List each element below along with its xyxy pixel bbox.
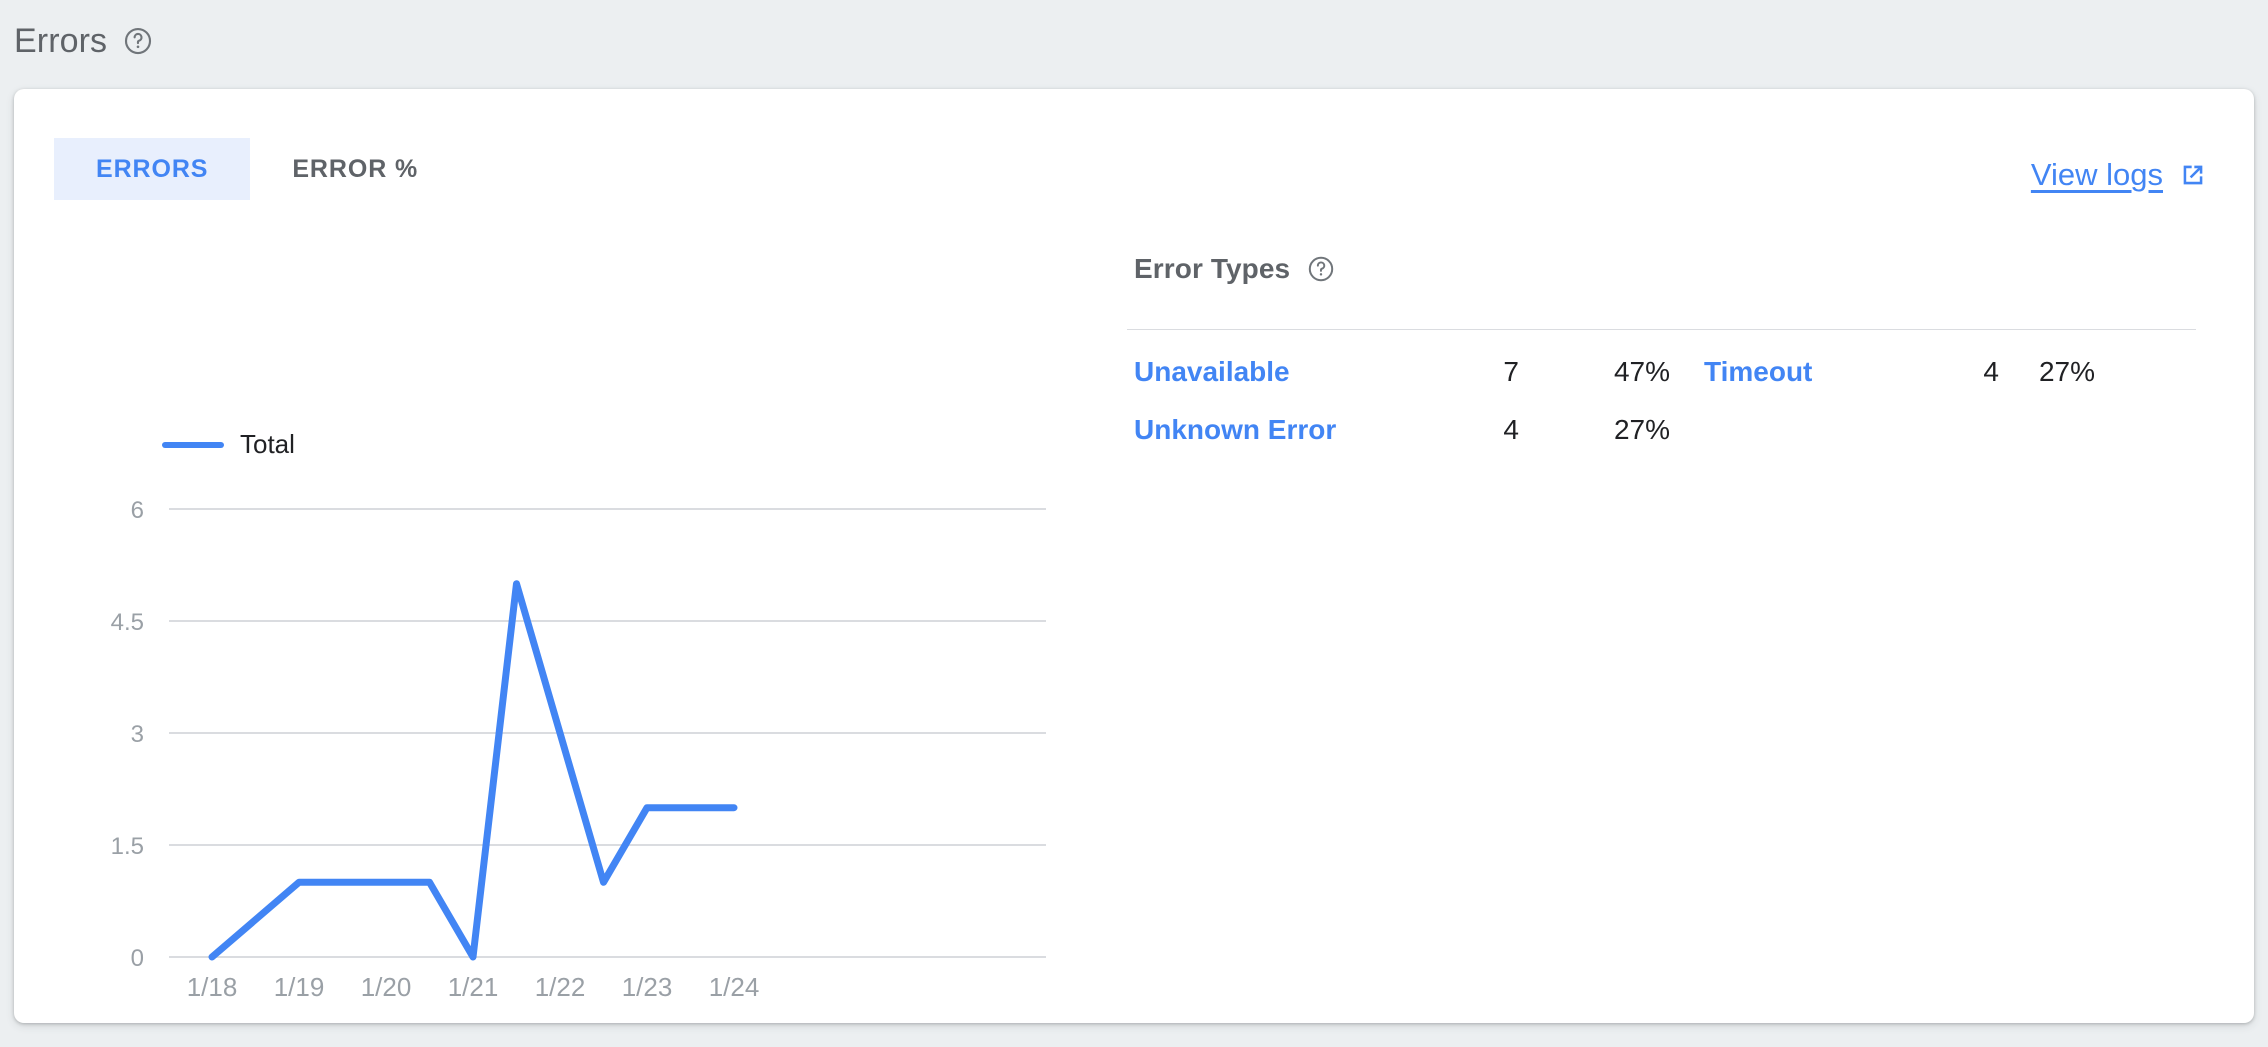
error-type-count: 4 [1503,414,1519,445]
card-toolbar: ERRORS ERROR % View logs [14,89,2254,239]
xtick-4: 1/22 [535,972,586,1002]
error-types-grid: Unavailable 7 47% Timeout 4 27% Unknown … [1127,356,2202,446]
tab-error-percent[interactable]: ERROR % [250,138,460,200]
chart-series-total [208,580,738,961]
error-types-title: Error Types [1134,253,1291,284]
error-type-link[interactable]: Timeout [1704,356,1813,387]
tab-errors[interactable]: ERRORS [54,138,251,200]
help-circle-icon[interactable] [1306,254,1336,284]
error-type-pct: 27% [2038,356,2095,387]
xtick-1: 1/19 [274,972,325,1002]
ytick-4-5: 4.5 [111,609,144,636]
ytick-3: 3 [131,721,144,748]
error-types-header: Error Types [1127,239,2202,299]
page-header: Errors [0,0,2268,82]
chart-y-axis: 6 4.5 3 1.5 0 [111,497,144,972]
ytick-6: 6 [131,497,144,524]
view-logs-label: View logs [2030,157,2163,192]
errors-line-chart: Total 6 4.5 3 1.5 0 1/18 1/19 [14,239,1084,1023]
error-type-count: 4 [1983,356,1999,387]
xtick-3: 1/21 [448,972,499,1002]
chart-gridlines [169,508,1046,958]
chart-legend: Total [162,429,295,460]
errors-card: ERRORS ERROR % View logs Total [14,89,2254,1023]
error-type-pct: 47% [1613,356,1670,387]
xtick-0: 1/18 [187,972,238,1002]
legend-label-total: Total [240,429,295,459]
external-link-icon [2177,159,2209,191]
help-circle-icon[interactable] [123,26,153,56]
xtick-5: 1/23 [622,972,673,1002]
view-logs-link[interactable]: View logs [2031,157,2209,193]
error-type-count: 7 [1503,356,1519,387]
ytick-1-5: 1.5 [111,833,144,860]
xtick-6: 1/24 [709,972,760,1002]
ytick-0: 0 [131,945,144,972]
error-types-divider [1127,329,2196,330]
error-type-pct: 27% [1613,414,1670,445]
error-types-panel: Error Types Unavailable 7 47% Timeout 4 … [1127,239,2202,446]
xtick-2: 1/20 [361,972,412,1002]
error-type-link[interactable]: Unavailable [1134,356,1290,387]
chart-canvas: 6 4.5 3 1.5 0 1/18 1/19 1/20 1/21 1/22 1… [111,497,1046,1002]
error-type-link[interactable]: Unknown Error [1134,414,1337,445]
chart-x-axis: 1/18 1/19 1/20 1/21 1/22 1/23 1/24 [187,972,760,1002]
page-title: Errors [14,21,108,60]
legend-swatch-total [162,441,224,448]
tab-bar: ERRORS ERROR % [54,138,460,200]
